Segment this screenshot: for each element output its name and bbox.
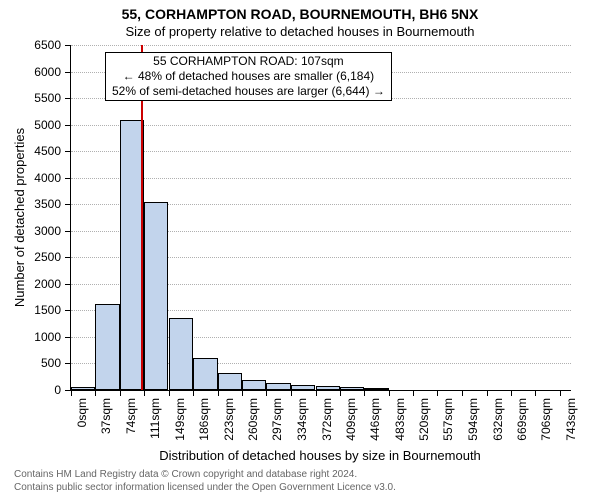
histogram-bar [95, 304, 119, 391]
histogram-bar [340, 387, 364, 390]
x-tick-label: 483sqm [393, 398, 407, 441]
histogram-bar [291, 385, 315, 390]
histogram-bar [266, 383, 290, 390]
y-tick-label: 3500 [34, 197, 61, 211]
histogram-bar [169, 318, 193, 390]
y-tick [65, 45, 71, 46]
grid-line [71, 45, 571, 46]
x-tick [389, 390, 390, 396]
footer-line-2: Contains public sector information licen… [14, 482, 396, 495]
x-tick-label: 223sqm [222, 398, 236, 441]
x-tick-label: 557sqm [441, 398, 455, 441]
histogram-bar [364, 388, 388, 390]
y-tick [65, 125, 71, 126]
x-tick [193, 390, 194, 396]
histogram-bar [242, 380, 266, 390]
chart-container: 55, CORHAMPTON ROAD, BOURNEMOUTH, BH6 5N… [0, 0, 600, 500]
grid-line [71, 125, 571, 126]
x-tick [535, 390, 536, 396]
x-tick [316, 390, 317, 396]
x-tick-label: 520sqm [417, 398, 431, 441]
y-tick [65, 72, 71, 73]
y-tick-label: 6000 [34, 65, 61, 79]
y-axis-label: Number of detached properties [12, 45, 28, 390]
y-tick [65, 151, 71, 152]
x-tick-label: 669sqm [515, 398, 529, 441]
x-tick-label: 149sqm [173, 398, 187, 441]
annotation-line-3: 52% of semi-detached houses are larger (… [112, 84, 385, 99]
x-tick [120, 390, 121, 396]
x-tick [437, 390, 438, 396]
histogram-bar [193, 358, 217, 390]
annotation-box: 55 CORHAMPTON ROAD: 107sqm ← 48% of deta… [105, 52, 392, 101]
y-tick-label: 5500 [34, 91, 61, 105]
histogram-bar [120, 120, 144, 390]
y-tick-label: 5000 [34, 118, 61, 132]
x-tick [169, 390, 170, 396]
y-tick-label: 3000 [34, 224, 61, 238]
x-tick [511, 390, 512, 396]
grid-line [71, 151, 571, 152]
y-tick [65, 257, 71, 258]
x-tick-label: 297sqm [270, 398, 284, 441]
x-tick-label: 594sqm [466, 398, 480, 441]
chart-subtitle: Size of property relative to detached ho… [0, 24, 600, 39]
footer-line-1: Contains HM Land Registry data © Crown c… [14, 469, 396, 482]
x-tick [242, 390, 243, 396]
x-tick-label: 186sqm [197, 398, 211, 441]
histogram-bar [316, 386, 340, 390]
x-tick [291, 390, 292, 396]
y-tick-label: 2500 [34, 250, 61, 264]
x-tick-label: 632sqm [491, 398, 505, 441]
x-tick-label: 743sqm [564, 398, 578, 441]
x-tick [487, 390, 488, 396]
x-tick-label: 0sqm [75, 398, 89, 427]
y-tick-label: 1000 [34, 330, 61, 344]
x-tick-label: 111sqm [148, 398, 162, 439]
histogram-bar [144, 202, 168, 390]
y-tick [65, 178, 71, 179]
x-tick [218, 390, 219, 396]
y-tick-label: 4000 [34, 171, 61, 185]
grid-line [71, 178, 571, 179]
x-tick [266, 390, 267, 396]
annotation-line-2: ← 48% of detached houses are smaller (6,… [112, 69, 385, 84]
y-tick [65, 363, 71, 364]
x-axis-label: Distribution of detached houses by size … [70, 448, 570, 463]
y-tick-label: 1500 [34, 303, 61, 317]
x-tick [340, 390, 341, 396]
x-tick-label: 446sqm [368, 398, 382, 441]
y-tick-label: 6500 [34, 38, 61, 52]
y-tick [65, 337, 71, 338]
annotation-line-1: 55 CORHAMPTON ROAD: 107sqm [112, 54, 385, 69]
histogram-bar [218, 373, 242, 390]
x-tick-label: 372sqm [320, 398, 334, 441]
x-tick [95, 390, 96, 396]
y-tick-label: 0 [54, 383, 61, 397]
x-tick [364, 390, 365, 396]
x-tick [71, 390, 72, 396]
y-tick-label: 2000 [34, 277, 61, 291]
footer-attribution: Contains HM Land Registry data © Crown c… [14, 469, 396, 494]
histogram-bar [71, 387, 95, 390]
x-tick [560, 390, 561, 396]
y-tick [65, 204, 71, 205]
x-tick-label: 260sqm [246, 398, 260, 441]
y-tick-label: 4500 [34, 144, 61, 158]
x-tick-label: 706sqm [539, 398, 553, 441]
x-tick-label: 334sqm [295, 398, 309, 441]
y-tick [65, 98, 71, 99]
x-tick-label: 37sqm [99, 398, 113, 434]
y-tick [65, 284, 71, 285]
chart-title: 55, CORHAMPTON ROAD, BOURNEMOUTH, BH6 5N… [0, 6, 600, 22]
x-tick-label: 74sqm [124, 398, 138, 434]
y-tick [65, 231, 71, 232]
x-tick [462, 390, 463, 396]
y-tick [65, 310, 71, 311]
x-tick [144, 390, 145, 396]
x-tick [413, 390, 414, 396]
x-tick-label: 409sqm [344, 398, 358, 441]
y-tick-label: 500 [41, 356, 61, 370]
